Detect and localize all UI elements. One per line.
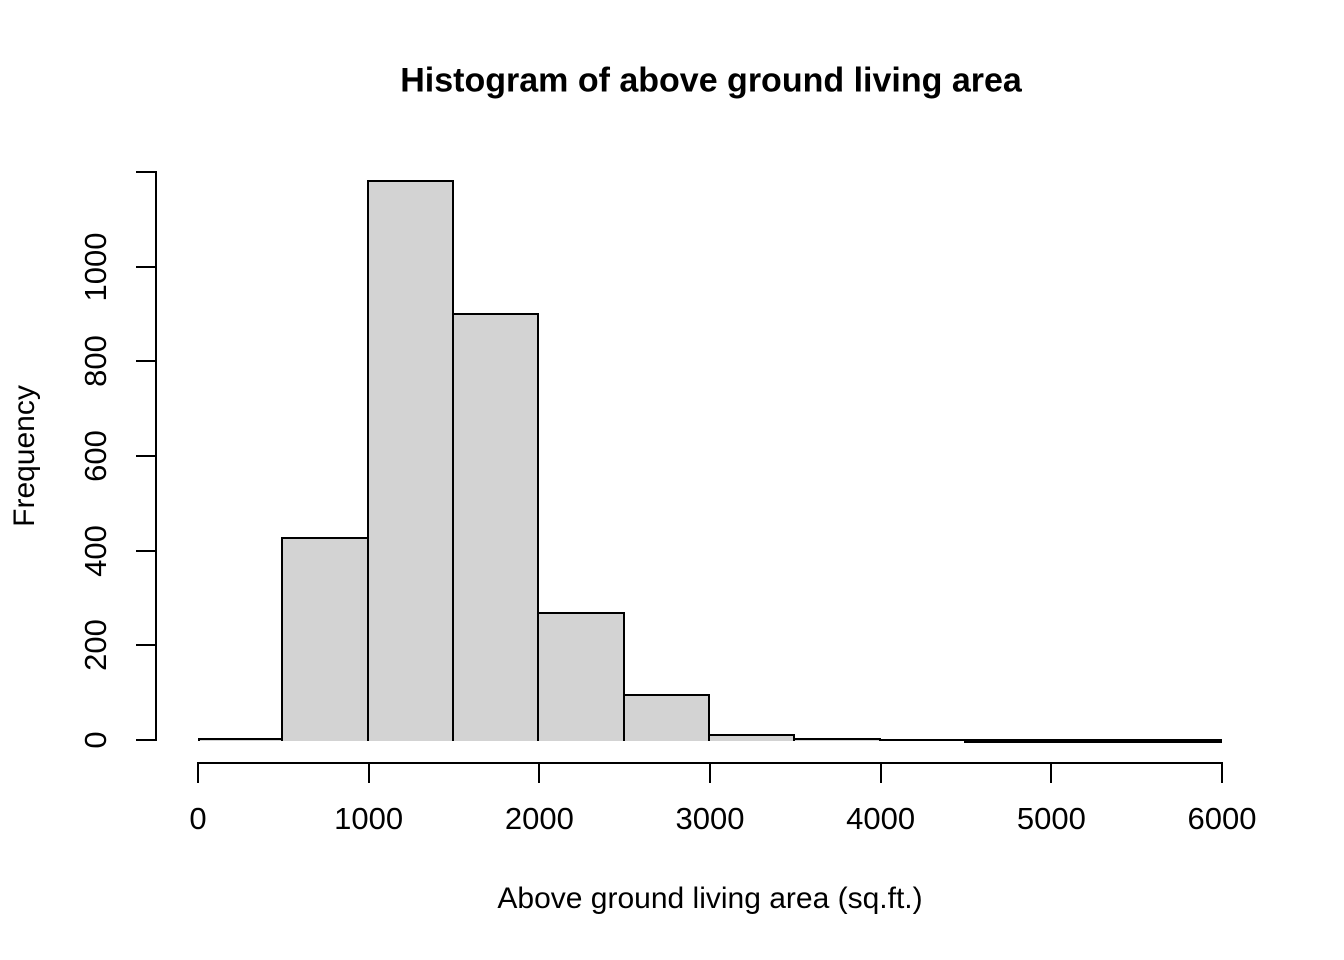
y-tick-label: 1000 bbox=[78, 232, 113, 302]
y-tick bbox=[136, 644, 155, 647]
histogram-bar-5000-5500 bbox=[1049, 740, 1137, 743]
x-tick bbox=[879, 764, 882, 783]
histogram-bar-4500-5000 bbox=[964, 740, 1052, 743]
y-axis-title: Frequency bbox=[8, 385, 41, 527]
x-tick-label: 1000 bbox=[334, 801, 404, 836]
histogram-bar-1000-1500 bbox=[366, 179, 454, 741]
histogram-bar-2500-3000 bbox=[622, 693, 710, 741]
y-tick-label: 400 bbox=[78, 524, 113, 577]
histogram-bar-2000-2500 bbox=[537, 612, 625, 741]
y-tick-label: 0 bbox=[78, 731, 113, 749]
histogram-bar-4000-4500 bbox=[878, 739, 966, 742]
histogram-bar-500-1000 bbox=[281, 536, 369, 741]
y-tick bbox=[136, 549, 155, 552]
x-tick-label: 6000 bbox=[1187, 801, 1257, 836]
x-tick-label: 2000 bbox=[504, 801, 574, 836]
x-axis-line bbox=[197, 762, 1223, 764]
y-tick bbox=[136, 739, 155, 741]
y-tick bbox=[136, 360, 155, 363]
y-tick bbox=[136, 265, 155, 268]
x-tick bbox=[1221, 764, 1223, 783]
y-tick bbox=[136, 171, 155, 173]
x-tick bbox=[197, 764, 199, 783]
x-axis-title: Above ground living area (sq.ft.) bbox=[497, 882, 923, 915]
histogram-bar-3500-4000 bbox=[793, 737, 881, 741]
histogram-bar-1500-2000 bbox=[452, 312, 540, 741]
chart-title: Histogram of above ground living area bbox=[400, 61, 1022, 100]
x-tick-label: 3000 bbox=[675, 801, 745, 836]
y-tick-label: 200 bbox=[78, 619, 113, 672]
y-tick-label: 600 bbox=[78, 430, 113, 482]
x-tick bbox=[538, 764, 541, 783]
x-tick-label: 0 bbox=[189, 801, 207, 836]
x-tick bbox=[367, 764, 370, 783]
y-tick bbox=[136, 455, 155, 457]
y-tick-label: 800 bbox=[78, 335, 113, 388]
x-tick bbox=[1050, 764, 1053, 783]
histogram-bar-3000-3500 bbox=[708, 733, 796, 741]
x-tick-label: 4000 bbox=[846, 801, 916, 836]
y-axis-line bbox=[155, 171, 157, 741]
histogram-bar-5500-6000 bbox=[1134, 740, 1222, 743]
histogram-bar-0-500 bbox=[198, 737, 284, 741]
x-tick-label: 5000 bbox=[1016, 801, 1086, 836]
x-tick bbox=[709, 764, 711, 783]
